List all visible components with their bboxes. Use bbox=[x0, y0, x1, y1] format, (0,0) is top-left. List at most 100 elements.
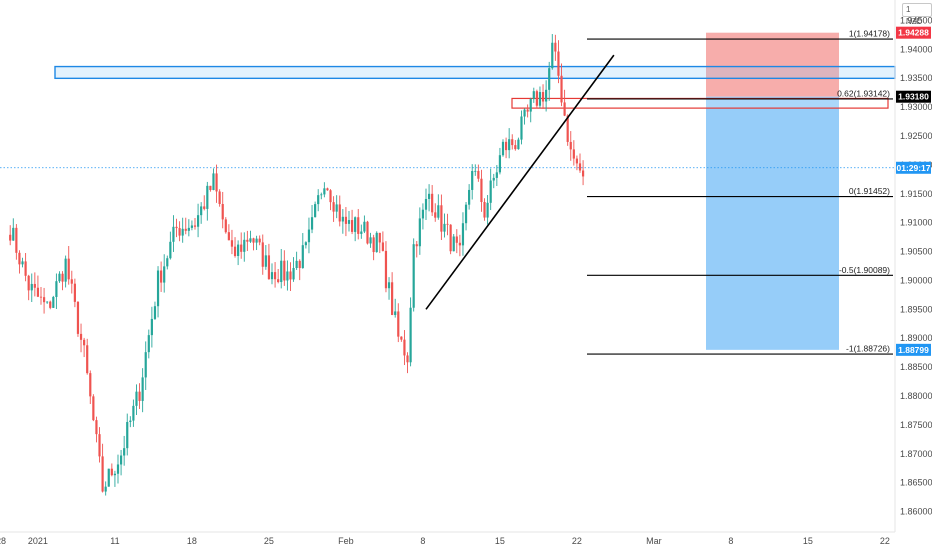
candle-body bbox=[449, 224, 452, 252]
candle-body bbox=[415, 244, 418, 247]
candle-body bbox=[101, 456, 104, 492]
candle-body bbox=[427, 193, 431, 199]
candle-body bbox=[332, 202, 335, 212]
candle-body bbox=[464, 204, 468, 224]
stop-loss-zone bbox=[706, 32, 839, 97]
candle-body bbox=[95, 420, 98, 435]
candle-body bbox=[350, 220, 354, 232]
time-tick-label: 8 bbox=[728, 536, 733, 546]
candle-body bbox=[532, 91, 535, 100]
candle-body bbox=[24, 261, 27, 276]
candle-body bbox=[175, 226, 178, 229]
candle-body bbox=[119, 455, 123, 465]
candle-body bbox=[200, 206, 203, 216]
candle-body bbox=[33, 283, 36, 288]
candle-body bbox=[98, 434, 101, 457]
candle-body bbox=[538, 92, 542, 106]
candle-body bbox=[372, 237, 375, 253]
candle-body bbox=[471, 170, 474, 190]
candle-body bbox=[560, 75, 563, 103]
candle-body bbox=[215, 173, 218, 192]
candle-body bbox=[110, 468, 113, 476]
candle-body bbox=[261, 242, 264, 267]
candle-body bbox=[237, 244, 240, 256]
candle-body bbox=[92, 396, 95, 421]
candle-body bbox=[486, 202, 489, 218]
currency-badge[interactable]: 1 NZD bbox=[902, 3, 932, 26]
candle-body bbox=[123, 448, 126, 456]
ascending-trendline bbox=[425, 54, 615, 310]
candle-body bbox=[46, 301, 49, 303]
candle-body bbox=[129, 420, 132, 422]
candle-body bbox=[280, 260, 283, 283]
candle-body bbox=[267, 255, 271, 280]
price-tag-target bbox=[896, 343, 931, 356]
time-tick-label: 11 bbox=[110, 536, 119, 546]
candle-body bbox=[135, 391, 138, 406]
candle-body bbox=[55, 281, 58, 297]
candle-body bbox=[30, 283, 33, 291]
time-tick-label: Feb bbox=[338, 536, 354, 546]
candle-body bbox=[15, 227, 18, 253]
candle-body bbox=[153, 306, 157, 319]
candle-body bbox=[517, 139, 520, 150]
candle-body bbox=[403, 339, 406, 356]
price-tick-label: 1.90500 bbox=[900, 247, 932, 257]
candle-body bbox=[508, 139, 511, 151]
candle-body bbox=[181, 228, 184, 236]
candle-body bbox=[452, 236, 455, 252]
price-tags-layer: 1.94288 1.93180 01:29:17 1.88799 bbox=[896, 26, 931, 356]
candle-body bbox=[190, 225, 194, 228]
fib-level-label: -0.5(1.90089) bbox=[839, 265, 890, 275]
candle-body bbox=[529, 99, 532, 112]
candle-body bbox=[495, 172, 498, 178]
candle-body bbox=[138, 391, 141, 401]
candle-body bbox=[366, 221, 369, 244]
candle-body bbox=[209, 185, 212, 190]
candle-body bbox=[184, 228, 187, 231]
candle-body bbox=[73, 283, 76, 302]
candle-body bbox=[301, 245, 304, 269]
candle-body bbox=[70, 279, 73, 284]
candle-body bbox=[421, 209, 425, 219]
time-axis[interactable]: 28 2021 11 18 25 Feb 8 15 22 Mar 8 15 22 bbox=[0, 536, 890, 546]
candle-body bbox=[277, 279, 280, 283]
candle-body bbox=[270, 272, 274, 280]
candle-body bbox=[443, 223, 446, 232]
take-profit-zone bbox=[706, 96, 839, 350]
candle-body bbox=[369, 237, 372, 244]
candle-body bbox=[347, 220, 351, 224]
time-tick-label: 15 bbox=[495, 536, 505, 546]
candle-body bbox=[504, 141, 508, 151]
candle-body bbox=[304, 242, 307, 246]
candle-body bbox=[49, 301, 52, 308]
price-tick-label: 1.88000 bbox=[900, 391, 932, 401]
candle-body bbox=[116, 464, 120, 474]
candle-body bbox=[273, 272, 277, 280]
candle-body bbox=[375, 232, 378, 253]
candle-body bbox=[61, 273, 64, 282]
candle-body bbox=[252, 238, 255, 243]
candle-body bbox=[295, 260, 298, 269]
candle-body bbox=[468, 189, 471, 205]
fib-level-label: 1(1.94178) bbox=[849, 29, 890, 39]
candle-body bbox=[578, 163, 582, 171]
candle-body bbox=[391, 282, 394, 315]
candle-body bbox=[58, 273, 61, 282]
candle-body bbox=[126, 421, 129, 449]
candle-body bbox=[307, 229, 311, 243]
price-tag-stop bbox=[896, 26, 931, 39]
candle-body bbox=[378, 232, 381, 243]
candle-body bbox=[569, 141, 572, 150]
price-tick-label: 1.90000 bbox=[900, 275, 932, 285]
lines-layer: 1(1.94178) 0.62(1.93142) 0(1.91452) -0.5(1.… bbox=[425, 29, 893, 355]
candle-body bbox=[566, 115, 569, 142]
candle-body bbox=[326, 188, 329, 191]
candle-body bbox=[320, 194, 323, 196]
candle-body bbox=[113, 473, 117, 476]
candle-body bbox=[206, 185, 209, 209]
candle-body bbox=[455, 236, 458, 243]
candle-body bbox=[166, 258, 169, 267]
candle-body bbox=[480, 178, 483, 203]
